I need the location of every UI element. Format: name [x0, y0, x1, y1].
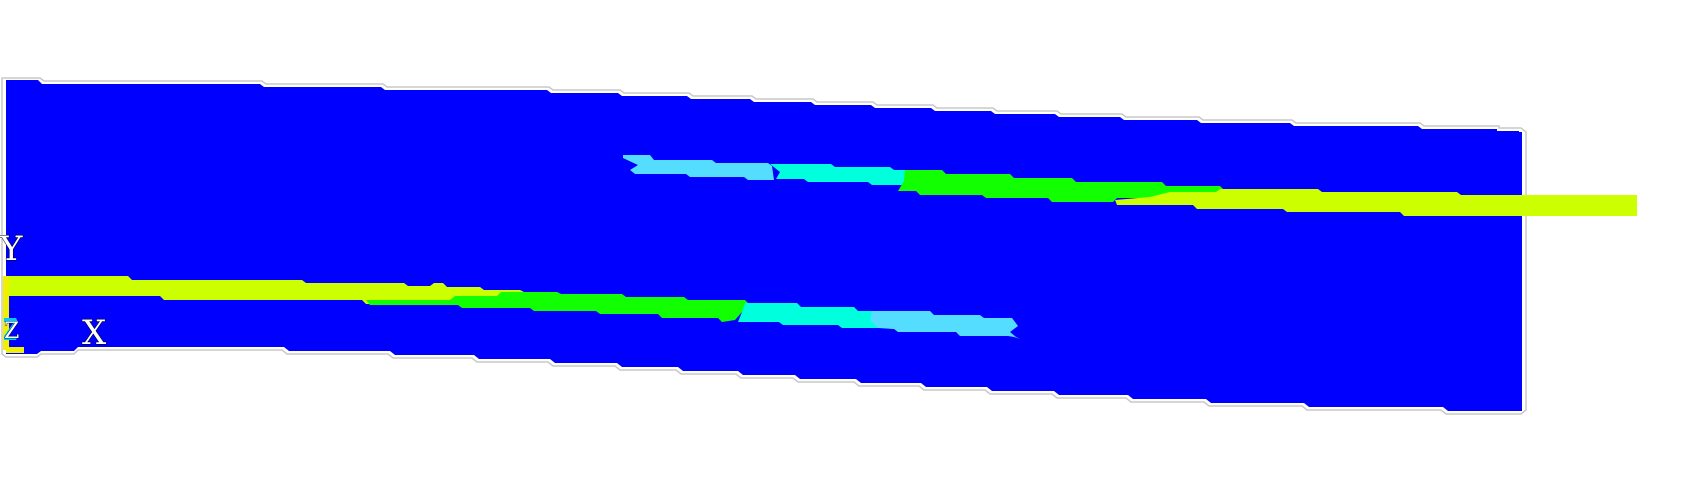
upper-band-light-cyan — [623, 155, 774, 180]
lower-band-light-cyan — [870, 311, 1020, 339]
triad-z-marker — [4, 318, 18, 340]
coordinate-triad: Y X Z — [0, 229, 108, 354]
triad-y-label: Y — [0, 229, 23, 269]
triad-z-label: Z — [4, 319, 19, 344]
stress-contour-base-region — [6, 80, 1522, 411]
triad-x-label: X — [82, 313, 107, 353]
deformed-outline — [1, 77, 1527, 415]
upper-band-green — [898, 170, 1225, 202]
lower-band-cyan — [738, 303, 880, 328]
upper-band-yellow-green — [1115, 189, 1637, 216]
lower-band-green — [366, 292, 749, 322]
lower-band-yellow-green — [6, 276, 561, 304]
upper-band-cyan — [770, 164, 908, 185]
